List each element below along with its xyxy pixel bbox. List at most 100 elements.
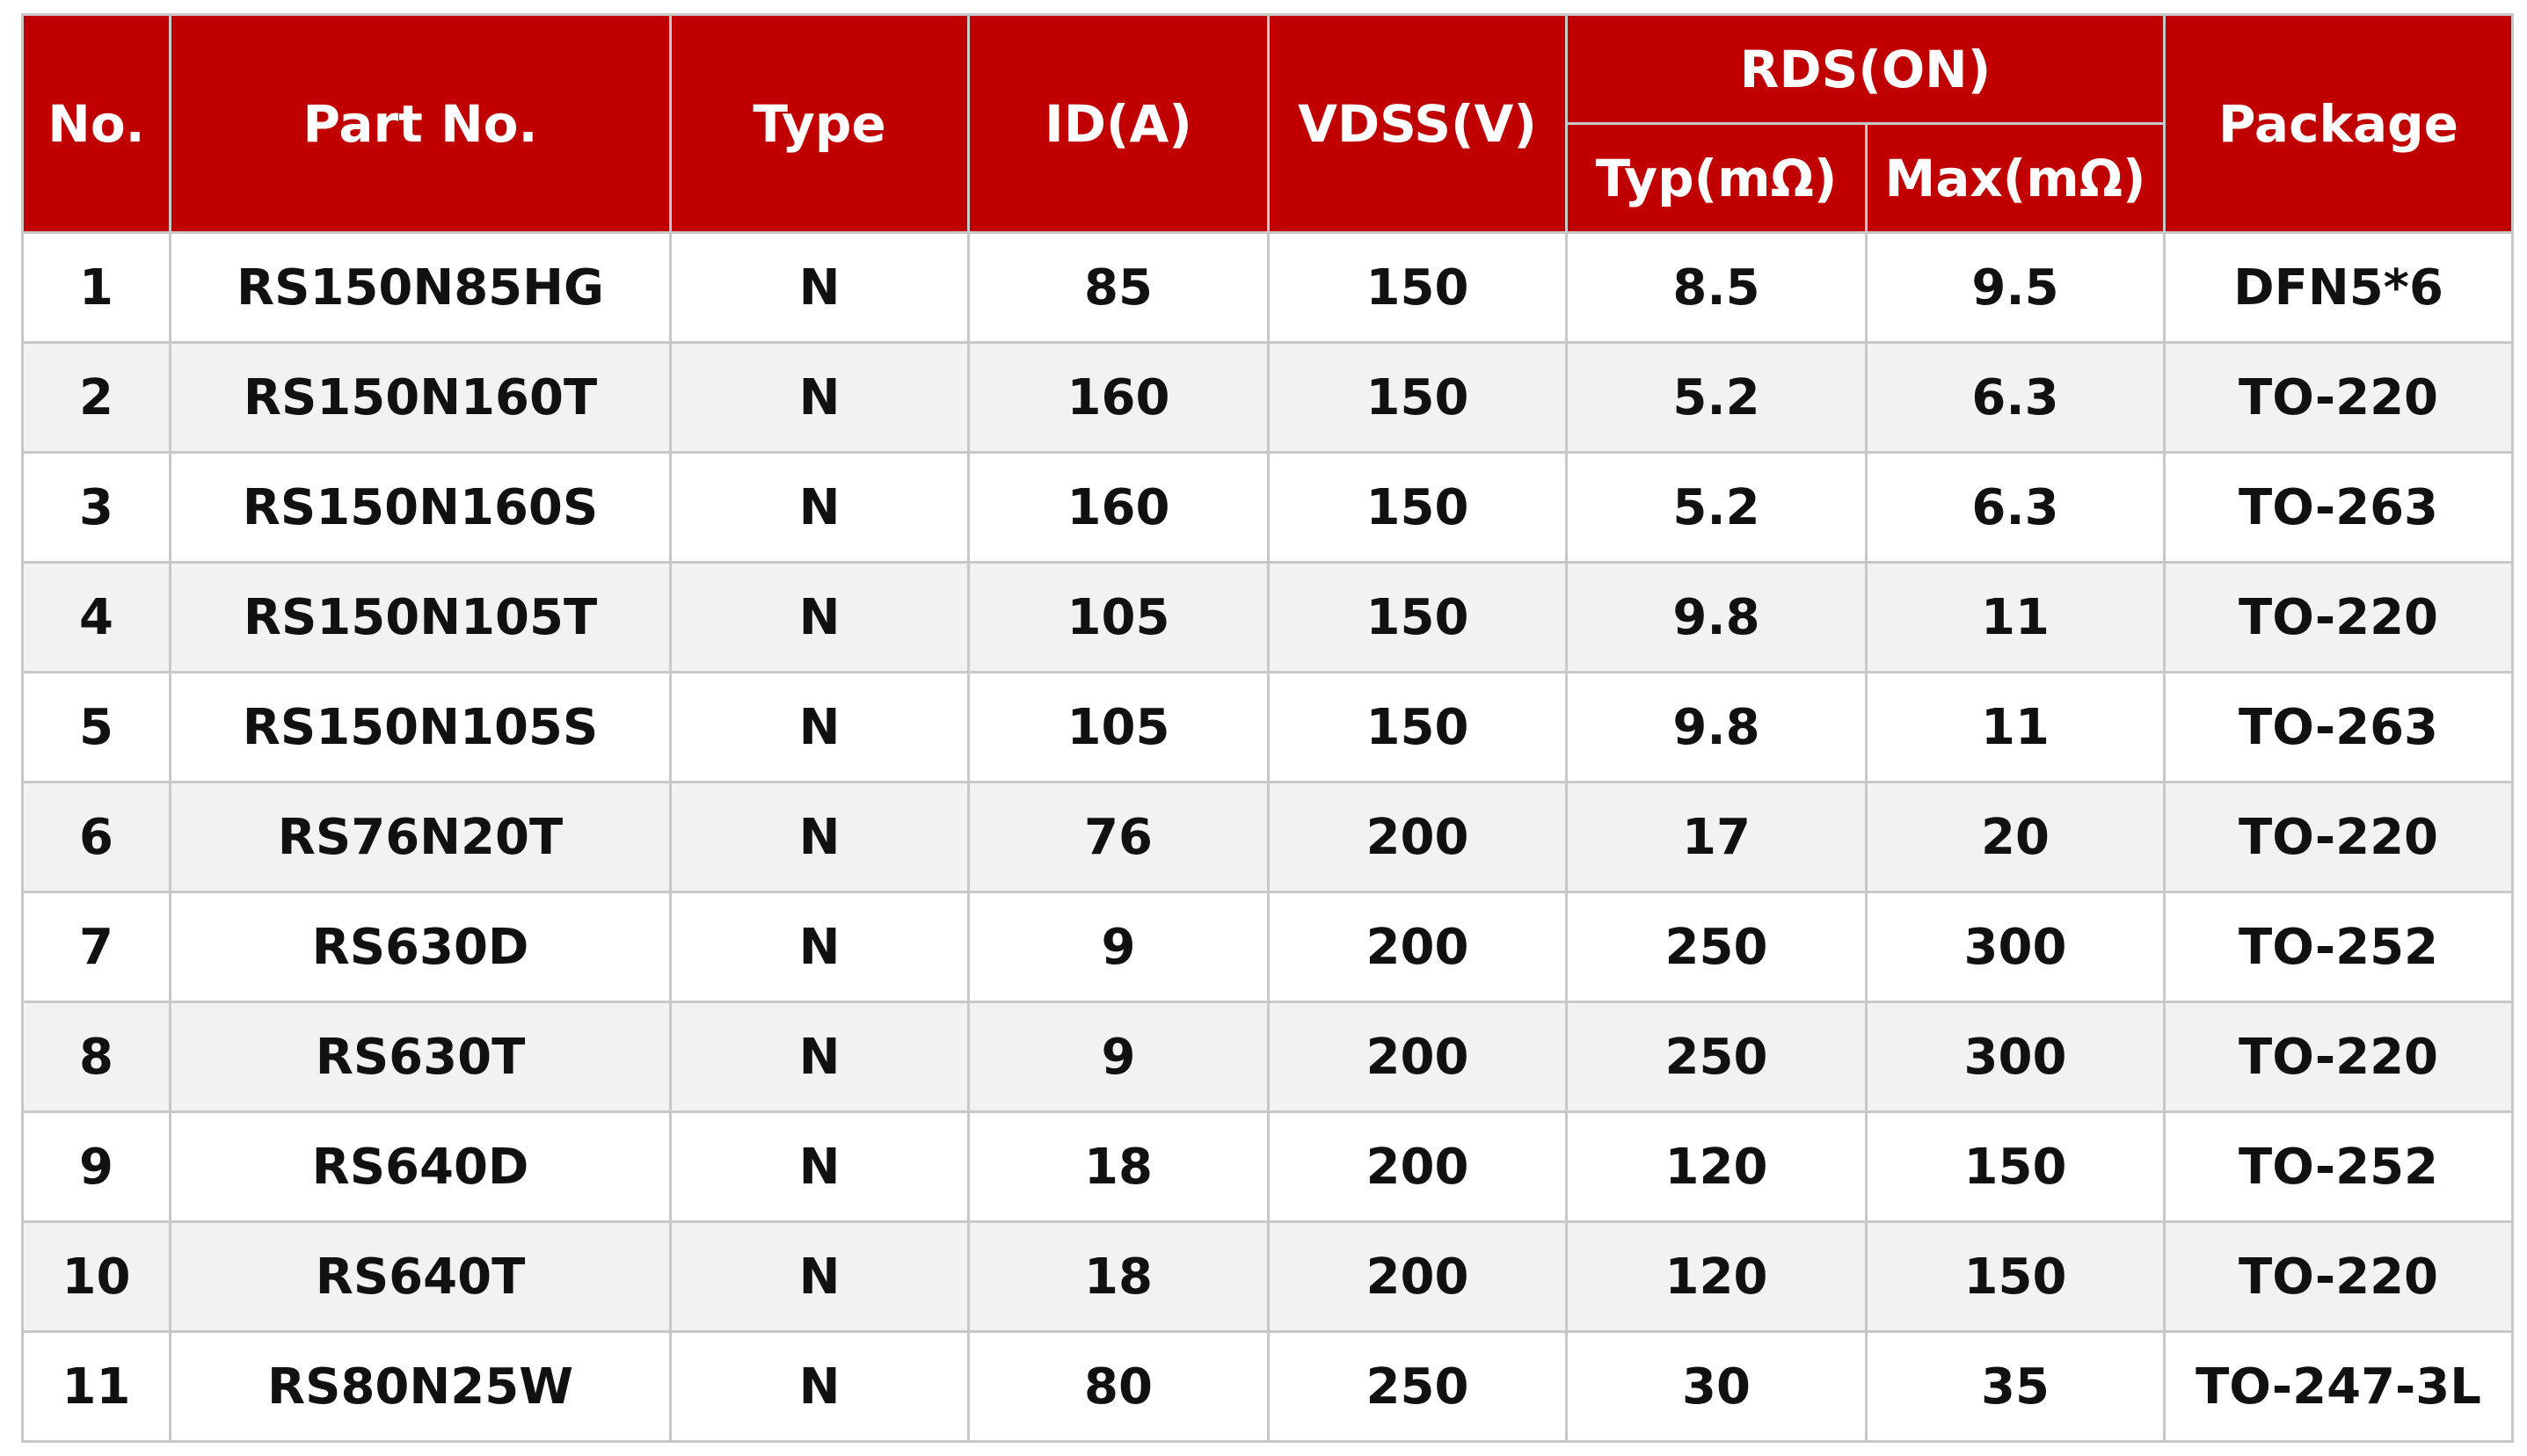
table-cell: 300	[1864, 891, 2167, 1003]
table-cell: 8	[21, 1001, 171, 1113]
sub-header: Typ(mΩ)	[1565, 122, 1868, 234]
table-cell: 200	[1267, 1220, 1568, 1333]
table-cell: TO-252	[2163, 891, 2515, 1003]
table-cell: 150	[1267, 451, 1568, 564]
table-cell: 250	[1565, 891, 1868, 1003]
table-cell: TO-220	[2163, 781, 2515, 893]
table-cell: RS150N105T	[169, 561, 672, 673]
sub-header: Max(mΩ)	[1864, 122, 2167, 234]
table-cell: TO-220	[2163, 561, 2515, 673]
table-cell: RS150N85HG	[169, 231, 672, 344]
table-cell: N	[669, 1110, 970, 1223]
table-cell: 18	[967, 1220, 1270, 1333]
table-row: 9 RS640D N 18 200 120 150 TO-252	[21, 1110, 2515, 1223]
column-header: VDSS(V)	[1267, 13, 1568, 234]
table-cell: 6	[21, 781, 171, 893]
table-cell: 120	[1565, 1220, 1868, 1333]
table-cell: N	[669, 561, 970, 673]
table-cell: N	[669, 1001, 970, 1113]
table-cell: 9	[967, 891, 1270, 1003]
column-header: Package	[2163, 13, 2515, 234]
table-cell: TO-220	[2163, 1220, 2515, 1333]
table-cell: 5	[21, 671, 171, 783]
table-cell: TO-220	[2163, 341, 2515, 454]
header-row: Typ(mΩ) Max(mΩ)	[23, 122, 2513, 234]
table-cell: TO-263	[2163, 451, 2515, 564]
table-cell: 5.2	[1565, 341, 1868, 454]
table-cell: 200	[1267, 891, 1568, 1003]
table-cell: 150	[1267, 561, 1568, 673]
table-cell: 160	[967, 341, 1270, 454]
table-cell: RS80N25W	[169, 1330, 672, 1443]
table-cell: 160	[967, 451, 1270, 564]
table-row: 7 RS630D N 9 200 250 300 TO-252	[21, 891, 2515, 1003]
table-cell: 105	[967, 561, 1270, 673]
table-cell: 150	[1267, 671, 1568, 783]
table-cell: 250	[1267, 1330, 1568, 1443]
table-cell: RS640D	[169, 1110, 672, 1223]
table-cell: 4	[21, 561, 171, 673]
table-row: 1 RS150N85HG N 85 150 8.5 9.5 DFN5*6	[21, 231, 2515, 344]
table-row: 11 RS80N25W N 80 250 30 35 TO-247-3L	[21, 1330, 2515, 1443]
table-cell: 6.3	[1864, 451, 2167, 564]
table-cell: 200	[1267, 1110, 1568, 1223]
table-cell: 150	[1267, 231, 1568, 344]
table-cell: 105	[967, 671, 1270, 783]
table-row: 2 RS150N160T N 160 150 5.2 6.3 TO-220	[21, 341, 2515, 454]
table-cell: TO-252	[2163, 1110, 2515, 1223]
table-cell: 3	[21, 451, 171, 564]
table-cell: N	[669, 781, 970, 893]
spec-table: No. Part No. Type ID(A) VDSS(V) RDS(ON) Packag…	[21, 13, 2515, 1443]
column-header: No.	[21, 13, 171, 234]
table-body: 1 RS150N85HG N 85 150 8.5 9.5 DFN5*6 2 RS150N160T…	[21, 231, 2515, 1443]
table-cell: N	[669, 1220, 970, 1333]
table-cell: 7	[21, 891, 171, 1003]
table-cell: 35	[1864, 1330, 2167, 1443]
table-cell: 250	[1565, 1001, 1868, 1113]
table-cell: 200	[1267, 781, 1568, 893]
table-cell: 11	[21, 1330, 171, 1443]
table-cell: 150	[1864, 1220, 2167, 1333]
table-cell: 120	[1565, 1110, 1868, 1223]
table-cell: 2	[21, 341, 171, 454]
table-cell: 8.5	[1565, 231, 1868, 344]
table-row: 3 RS150N160S N 160 150 5.2 6.3 TO-263	[21, 451, 2515, 564]
table-row: 6 RS76N20T N 76 200 17 20 TO-220	[21, 781, 2515, 893]
table-cell: 11	[1864, 561, 2167, 673]
table-cell: 30	[1565, 1330, 1868, 1443]
table-cell: N	[669, 1330, 970, 1443]
table-cell: RS76N20T	[169, 781, 672, 893]
table-cell: 10	[21, 1220, 171, 1333]
table-cell: RS630T	[169, 1001, 672, 1113]
table-cell: 9.8	[1565, 671, 1868, 783]
column-header: Type	[669, 13, 970, 234]
table-header: No. Part No. Type ID(A) VDSS(V) RDS(ON) Packag…	[21, 13, 2515, 234]
table-cell: 76	[967, 781, 1270, 893]
table-cell: 300	[1864, 1001, 2167, 1113]
table-cell: N	[669, 451, 970, 564]
table-cell: TO-220	[2163, 1001, 2515, 1113]
table-row: 5 RS150N105S N 105 150 9.8 11 TO-263	[21, 671, 2515, 783]
table-cell: 150	[1267, 341, 1568, 454]
table-cell: RS150N160T	[169, 341, 672, 454]
table-row: 10 RS640T N 18 200 120 150 TO-220	[21, 1220, 2515, 1333]
header-row: No. Part No. Type ID(A) VDSS(V) RDS(ON) Packag…	[21, 13, 2515, 234]
table-cell: 20	[1864, 781, 2167, 893]
table-row: 4 RS150N105T N 105 150 9.8 11 TO-220	[21, 561, 2515, 673]
table-cell: 17	[1565, 781, 1868, 893]
table-cell: N	[669, 341, 970, 454]
table-cell: 9.5	[1864, 231, 2167, 344]
table-cell: RS150N160S	[169, 451, 672, 564]
table-cell: 9	[967, 1001, 1270, 1113]
table-cell: 200	[1267, 1001, 1568, 1113]
group-header: RDS(ON)	[1564, 13, 2167, 125]
table-cell: 85	[967, 231, 1270, 344]
table-cell: RS150N105S	[169, 671, 672, 783]
table-cell: RS630D	[169, 891, 672, 1003]
column-header: Part No.	[169, 13, 672, 234]
table-cell: N	[669, 671, 970, 783]
table-cell: 80	[967, 1330, 1270, 1443]
table-cell: 6.3	[1864, 341, 2167, 454]
table-row: 8 RS630T N 9 200 250 300 TO-220	[21, 1001, 2515, 1113]
